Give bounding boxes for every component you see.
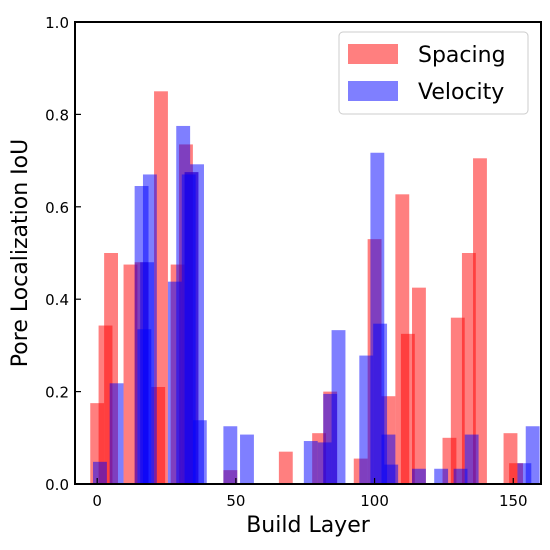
bar-spacing-11 xyxy=(278,451,293,484)
bar-velocity-1 xyxy=(109,383,124,484)
plot-frame xyxy=(74,21,542,485)
bar-velocity-28 xyxy=(525,426,540,484)
bar-velocity-10 xyxy=(190,164,204,484)
bar-velocity-5 xyxy=(142,174,157,484)
bar-velocity-24 xyxy=(434,468,449,484)
bar-spacing-22 xyxy=(461,253,476,484)
y-tick-label: 0.6 xyxy=(45,199,69,217)
y-tick-label: 0.8 xyxy=(45,106,69,124)
bars-layer xyxy=(90,91,540,485)
x-tick-label: 150 xyxy=(499,492,528,510)
bar-velocity-14 xyxy=(303,441,318,484)
y-tick-label: 1.0 xyxy=(45,14,69,32)
bar-velocity-18 xyxy=(359,355,374,484)
y-tick-label: 0.2 xyxy=(45,384,69,402)
bar-spacing-21 xyxy=(450,317,465,484)
bar-spacing-6 xyxy=(154,91,168,485)
legend: Spacing Velocity xyxy=(338,31,529,115)
x-axis-title: Build Layer xyxy=(246,513,371,538)
bar-velocity-0 xyxy=(93,461,107,484)
bar-velocity-23 xyxy=(412,468,426,484)
legend-label-spacing: Spacing xyxy=(418,43,506,68)
bar-spacing-18 xyxy=(400,333,415,484)
bar-velocity-17 xyxy=(331,330,346,484)
y-tick-label: 0.4 xyxy=(45,291,69,309)
x-tick-label: 100 xyxy=(360,492,389,510)
bar-velocity-13 xyxy=(240,434,254,484)
bar-spacing-3 xyxy=(123,264,138,484)
y-tick-label: 0.0 xyxy=(45,476,69,494)
bar-velocity-12 xyxy=(223,426,238,484)
bar-spacing-19 xyxy=(412,287,426,484)
legend-swatch-spacing xyxy=(348,44,398,64)
bar-spacing-23 xyxy=(473,158,487,485)
legend-label-velocity: Velocity xyxy=(418,80,504,105)
x-tick-label: 0 xyxy=(92,492,102,510)
x-tick-label: 50 xyxy=(226,492,245,510)
ticks-layer: 0 50 100 150 0.0 0.2 0.4 0.6 0.8 1.0 xyxy=(45,14,527,510)
bar-velocity-22 xyxy=(384,464,399,484)
y-axis-title: Pore Localization IoU xyxy=(8,139,33,367)
bar-velocity-25 xyxy=(453,468,468,484)
bar-velocity-11 xyxy=(192,420,207,484)
legend-swatch-velocity xyxy=(348,81,398,101)
bar-velocity-26 xyxy=(464,434,479,484)
